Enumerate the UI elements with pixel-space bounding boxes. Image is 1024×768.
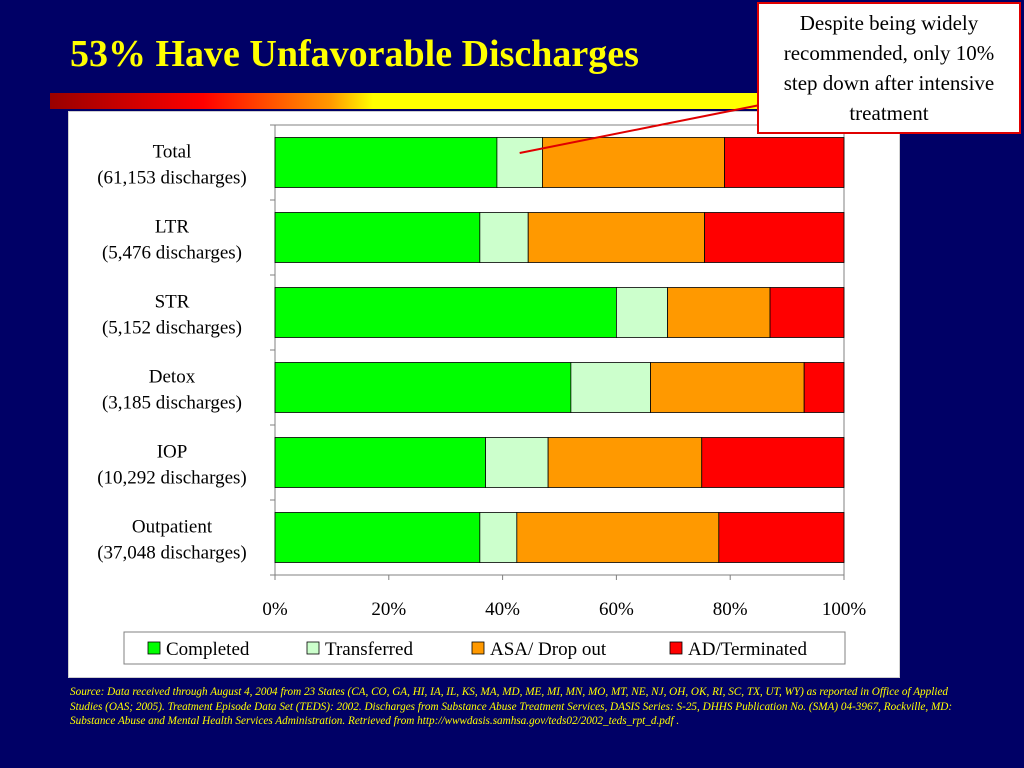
x-tick-label: 0% xyxy=(262,599,288,620)
x-tick-label: 40% xyxy=(485,599,520,620)
category-label-line: (5,476 discharges) xyxy=(102,243,242,264)
bar-completed-5 xyxy=(274,512,481,563)
category-label-line: (10,292 discharges) xyxy=(97,468,247,489)
legend-label-1: Transferred xyxy=(325,639,413,660)
bar-asa-drop-out-1 xyxy=(527,212,705,263)
category-label-line: (5,152 discharges) xyxy=(102,318,242,339)
bar-ad-terminated-3 xyxy=(803,362,845,413)
bar-ad-terminated-2 xyxy=(769,287,845,338)
bar-ad-terminated-5 xyxy=(718,512,845,563)
bar-transferred-1 xyxy=(479,212,529,263)
x-tick-label: 20% xyxy=(371,599,406,620)
bar-asa-drop-out-5 xyxy=(516,512,720,563)
bar-completed-1 xyxy=(274,212,481,263)
category-label-line: (3,185 discharges) xyxy=(102,393,242,414)
bar-completed-4 xyxy=(274,437,486,488)
x-tick-label: 80% xyxy=(713,599,748,620)
bar-completed-2 xyxy=(274,287,617,338)
bar-ad-terminated-1 xyxy=(704,212,845,263)
bar-transferred-2 xyxy=(616,287,669,338)
bar-transferred-0 xyxy=(496,137,543,188)
source-citation: Source: Data received through August 4, … xyxy=(70,686,953,727)
plot-area xyxy=(274,124,845,576)
category-label-2: STR (5,152 discharges) xyxy=(102,292,242,339)
category-label-4: IOP (10,292 discharges) xyxy=(97,442,247,489)
legend-label-3: AD/Terminated xyxy=(688,639,807,660)
bar-asa-drop-out-0 xyxy=(542,137,725,188)
bar-completed-0 xyxy=(274,137,498,188)
legend-swatch-1 xyxy=(306,641,320,655)
category-label-line: Outpatient xyxy=(132,517,213,538)
category-label-line: (37,048 discharges) xyxy=(97,543,247,564)
category-label-line: LTR xyxy=(155,217,189,238)
x-tick-label: 60% xyxy=(599,599,634,620)
bar-transferred-5 xyxy=(479,512,518,563)
legend-label-0: Completed xyxy=(166,639,250,660)
legend-swatch-2 xyxy=(471,641,485,655)
legend-box xyxy=(123,631,846,665)
legend-swatch-3 xyxy=(669,641,683,655)
category-label-line: (61,153 discharges) xyxy=(97,168,247,189)
category-label-line: Total xyxy=(153,142,192,163)
bar-ad-terminated-4 xyxy=(701,437,845,488)
category-label-3: Detox (3,185 discharges) xyxy=(102,367,242,414)
category-label-1: LTR (5,476 discharges) xyxy=(102,217,242,264)
bar-transferred-3 xyxy=(570,362,651,413)
bar-ad-terminated-0 xyxy=(724,137,845,188)
bar-transferred-4 xyxy=(485,437,549,488)
category-label-line: Detox xyxy=(149,367,196,388)
callout-text: Despite being widely recommended, only 1… xyxy=(783,11,995,125)
category-label-0: Total (61,153 discharges) xyxy=(97,142,247,189)
bar-asa-drop-out-2 xyxy=(667,287,771,338)
title-gradient-bar xyxy=(50,93,900,109)
category-label-line: IOP xyxy=(157,442,188,463)
category-label-5: Outpatient (37,048 discharges) xyxy=(97,517,247,564)
callout-box: Despite being widely recommended, only 1… xyxy=(757,2,1021,134)
callout-pointer xyxy=(519,104,761,154)
bar-asa-drop-out-4 xyxy=(547,437,703,488)
slide-title: 53% Have Unfavorable Discharges xyxy=(70,33,639,75)
bar-completed-3 xyxy=(274,362,572,413)
legend-label-2: ASA/ Drop out xyxy=(490,639,607,660)
bar-asa-drop-out-3 xyxy=(650,362,805,413)
x-tick-label: 100% xyxy=(822,599,867,620)
legend-swatch-0 xyxy=(147,641,161,655)
category-label-line: STR xyxy=(155,292,190,313)
